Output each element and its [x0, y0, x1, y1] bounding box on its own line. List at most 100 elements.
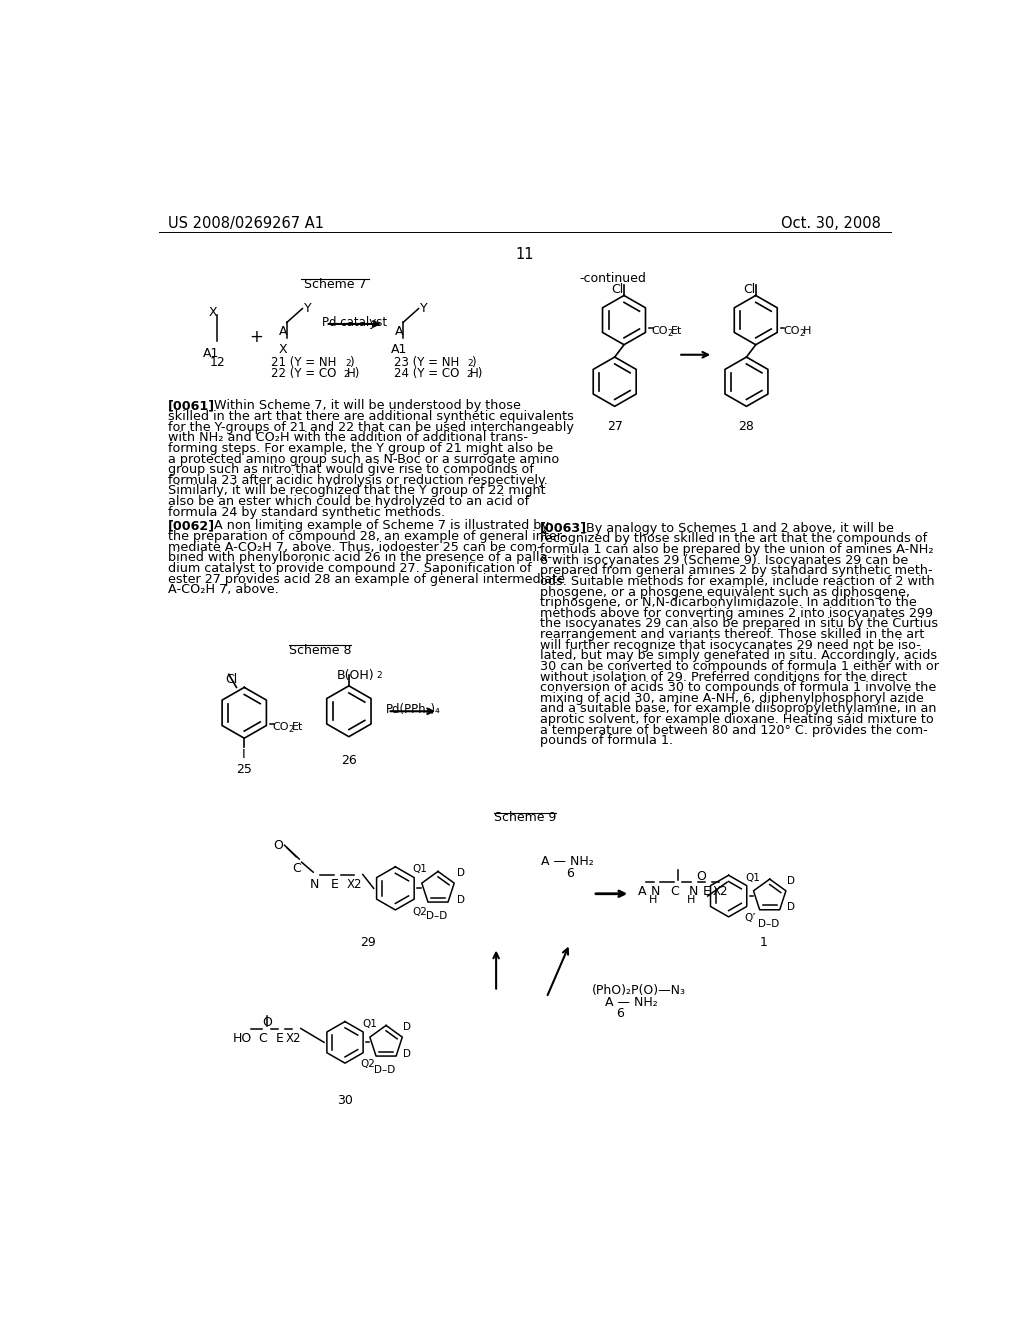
Text: A: A: [395, 325, 403, 338]
Text: mediate A-CO₂H 7, above. Thus, iodoester 25 can be com-: mediate A-CO₂H 7, above. Thus, iodoester…: [168, 541, 542, 553]
Text: Q1: Q1: [745, 873, 761, 883]
Text: E: E: [331, 878, 339, 891]
Text: Scheme 9: Scheme 9: [494, 812, 556, 825]
Text: phosgene, or a phosgene equivalent such as diphosgene,: phosgene, or a phosgene equivalent such …: [541, 586, 910, 598]
Text: formula 1 can also be prepared by the union of amines A-NH₂: formula 1 can also be prepared by the un…: [541, 543, 934, 556]
Text: Scheme 8: Scheme 8: [289, 644, 351, 656]
Text: D–D: D–D: [374, 1065, 395, 1076]
Text: 2: 2: [345, 359, 350, 368]
Text: 2: 2: [343, 370, 349, 379]
Text: and a suitable base, for example diisopropylethylamine, in an: and a suitable base, for example diisopr…: [541, 702, 937, 715]
Text: 22 (Y = CO: 22 (Y = CO: [271, 367, 337, 380]
Text: CO: CO: [783, 326, 800, 337]
Text: rearrangement and variants thereof. Those skilled in the art: rearrangement and variants thereof. Thos…: [541, 628, 925, 642]
Text: A1: A1: [391, 343, 408, 356]
Text: CO: CO: [651, 326, 668, 337]
Text: Et: Et: [672, 326, 683, 337]
Text: X2: X2: [713, 886, 729, 899]
Text: methods above for converting amines 2 into isocyanates 299: methods above for converting amines 2 in…: [541, 607, 933, 620]
Text: Similarly, it will be recognized that the Y group of 22 might: Similarly, it will be recognized that th…: [168, 484, 546, 498]
Text: 6 with isocyanates 29 (Scheme 9). Isocyanates 29 can be: 6 with isocyanates 29 (Scheme 9). Isocya…: [541, 553, 908, 566]
Text: Q2: Q2: [413, 907, 427, 917]
Text: Y: Y: [420, 302, 428, 315]
Text: [0063]: [0063]: [541, 521, 588, 535]
Text: C: C: [670, 886, 679, 899]
Text: X: X: [279, 343, 288, 356]
Text: A — NH₂: A — NH₂: [604, 997, 657, 1010]
Text: D: D: [403, 1048, 411, 1059]
Text: Within Scheme 7, it will be understood by those: Within Scheme 7, it will be understood b…: [206, 400, 520, 412]
Text: Cl: Cl: [225, 673, 238, 686]
Text: prepared from general amines 2 by standard synthetic meth-: prepared from general amines 2 by standa…: [541, 565, 933, 577]
Text: C: C: [292, 862, 301, 875]
Text: 25: 25: [237, 763, 252, 776]
Text: ods. Suitable methods for example, include reaction of 2 with: ods. Suitable methods for example, inclu…: [541, 576, 935, 587]
Text: formula 24 by standard synthetic methods.: formula 24 by standard synthetic methods…: [168, 506, 445, 519]
Text: also be an ester which could be hydrolyzed to an acid of: also be an ester which could be hydrolyz…: [168, 495, 529, 508]
Text: formula 23 after acidic hydrolysis or reduction respectively.: formula 23 after acidic hydrolysis or re…: [168, 474, 548, 487]
Text: 6: 6: [566, 867, 573, 880]
Text: CO: CO: [272, 722, 289, 733]
Text: E: E: [703, 886, 711, 899]
Text: 24 (Y = CO: 24 (Y = CO: [394, 367, 459, 380]
Text: 2: 2: [799, 330, 805, 338]
Text: O: O: [273, 840, 284, 853]
Text: the isocyanates 29 can also be prepared in situ by the Curtius: the isocyanates 29 can also be prepared …: [541, 618, 938, 631]
Text: pounds of formula 1.: pounds of formula 1.: [541, 734, 674, 747]
Text: Q2: Q2: [360, 1059, 376, 1069]
Text: 2: 2: [466, 370, 471, 379]
Text: Oct. 30, 2008: Oct. 30, 2008: [781, 216, 882, 231]
Text: 12: 12: [209, 356, 225, 370]
Text: X2: X2: [286, 1032, 302, 1044]
Text: will further recognize that isocycanates 29 need not be iso-: will further recognize that isocycanates…: [541, 639, 922, 652]
Text: Q’: Q’: [744, 913, 756, 923]
Text: H): H): [347, 367, 360, 380]
Text: 28: 28: [738, 420, 755, 433]
Text: Q1: Q1: [362, 1019, 377, 1030]
Text: H: H: [686, 895, 695, 904]
Text: Q1: Q1: [413, 863, 427, 874]
Text: D: D: [457, 895, 465, 904]
Text: 2: 2: [376, 671, 382, 680]
Text: C: C: [258, 1032, 267, 1044]
Text: A1: A1: [203, 347, 219, 360]
Text: HO: HO: [233, 1032, 252, 1044]
Text: lated, but may be simply generated in situ. Accordingly, acids: lated, but may be simply generated in si…: [541, 649, 937, 663]
Text: for the Y-groups of 21 and 22 that can be used interchangeably: for the Y-groups of 21 and 22 that can b…: [168, 421, 574, 434]
Text: +: +: [249, 327, 263, 346]
Text: 11: 11: [515, 247, 535, 261]
Text: N: N: [309, 878, 318, 891]
Text: H): H): [470, 367, 483, 380]
Text: Et: Et: [292, 722, 304, 733]
Text: 6: 6: [616, 1007, 624, 1020]
Text: A — NH₂: A — NH₂: [541, 855, 594, 869]
Text: mixing of acid 30, amine A-NH, 6, diphenylphosphoryl azide: mixing of acid 30, amine A-NH, 6, diphen…: [541, 692, 924, 705]
Text: A non limiting example of Scheme 7 is illustrated by: A non limiting example of Scheme 7 is il…: [206, 519, 549, 532]
Text: H: H: [649, 895, 657, 904]
Text: A: A: [638, 886, 646, 899]
Text: 29: 29: [360, 936, 376, 949]
Text: D: D: [457, 869, 465, 878]
Text: 23 (Y = NH: 23 (Y = NH: [394, 356, 459, 370]
Text: aprotic solvent, for example dioxane. Heating said mixture to: aprotic solvent, for example dioxane. He…: [541, 713, 934, 726]
Text: recognized by those skilled in the art that the compounds of: recognized by those skilled in the art t…: [541, 532, 928, 545]
Text: Cl: Cl: [743, 284, 756, 296]
Text: N: N: [688, 886, 697, 899]
Text: A-CO₂H 7, above.: A-CO₂H 7, above.: [168, 583, 280, 597]
Text: skilled in the art that there are additional synthetic equivalents: skilled in the art that there are additi…: [168, 411, 574, 422]
Text: US 2008/0269267 A1: US 2008/0269267 A1: [168, 216, 325, 231]
Text: conversion of acids 30 to compounds of formula 1 involve the: conversion of acids 30 to compounds of f…: [541, 681, 937, 694]
Text: a temperature of between 80 and 120° C. provides the com-: a temperature of between 80 and 120° C. …: [541, 723, 928, 737]
Text: I: I: [242, 748, 246, 762]
Text: X2: X2: [346, 878, 362, 891]
Text: with NH₂ and CO₂H with the addition of additional trans-: with NH₂ and CO₂H with the addition of a…: [168, 432, 528, 445]
Text: Cl: Cl: [611, 284, 624, 296]
Text: D–D: D–D: [758, 919, 779, 929]
Text: triphosgene, or N,N-dicarbonylimidazole. In addition to the: triphosgene, or N,N-dicarbonylimidazole.…: [541, 597, 918, 610]
Text: [0062]: [0062]: [168, 519, 215, 532]
Text: without isolation of 29. Preferred conditions for the direct: without isolation of 29. Preferred condi…: [541, 671, 907, 684]
Text: ester 27 provides acid 28 an example of general intermediate: ester 27 provides acid 28 an example of …: [168, 573, 565, 586]
Text: B(OH): B(OH): [337, 669, 375, 682]
Text: H: H: [803, 326, 811, 337]
Text: dium catalyst to provide compound 27. Saponification of: dium catalyst to provide compound 27. Sa…: [168, 562, 531, 576]
